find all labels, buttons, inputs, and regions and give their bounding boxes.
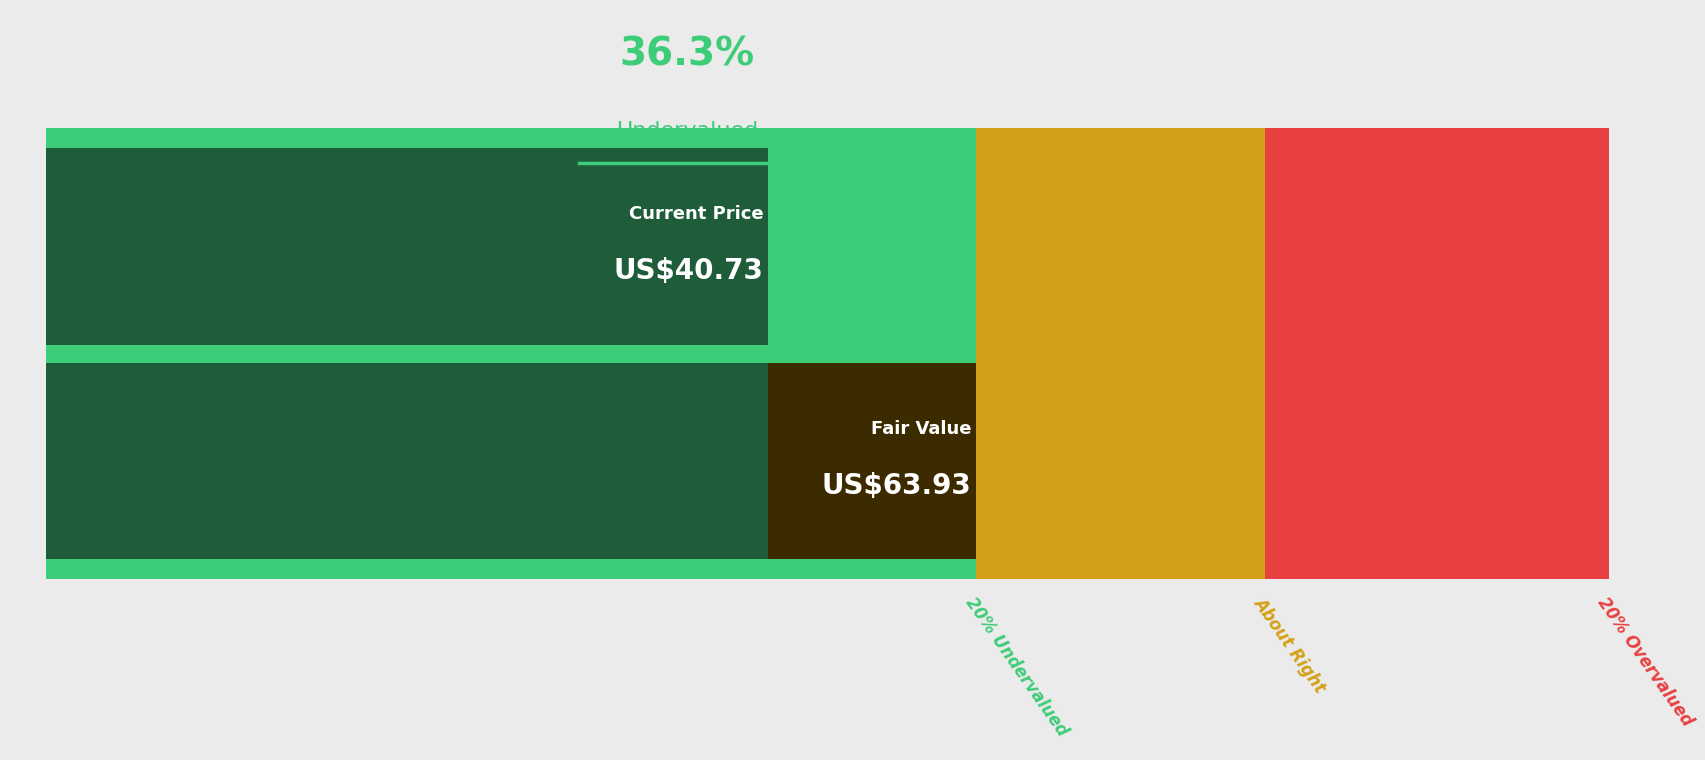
Text: US$63.93: US$63.93 [820, 472, 970, 500]
Text: Fair Value: Fair Value [870, 420, 970, 438]
Text: Undervalued: Undervalued [616, 121, 757, 141]
Text: 20% Undervalued: 20% Undervalued [960, 594, 1071, 739]
Bar [46, 128, 975, 579]
Text: 36.3%: 36.3% [619, 36, 754, 74]
Bar [975, 128, 1265, 579]
Text: About Right: About Right [1250, 594, 1328, 695]
Bar [767, 363, 975, 559]
Bar [1265, 128, 1608, 579]
Text: Current Price: Current Price [629, 205, 762, 223]
Text: US$40.73: US$40.73 [614, 257, 762, 285]
Text: 20% Overvalued: 20% Overvalued [1592, 594, 1696, 730]
Bar [46, 148, 767, 345]
Bar [46, 363, 975, 559]
